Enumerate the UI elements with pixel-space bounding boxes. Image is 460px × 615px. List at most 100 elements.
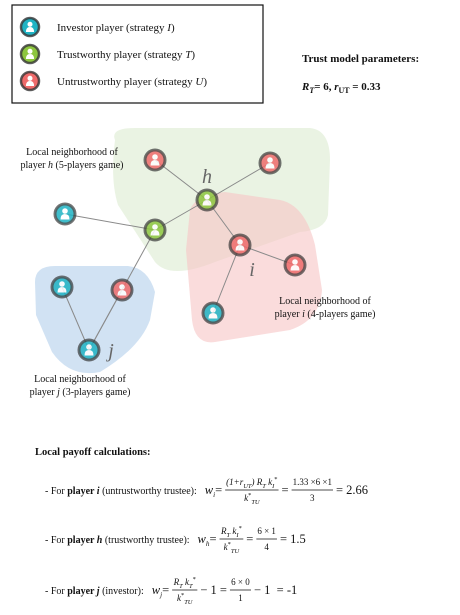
content: Investor player (strategy I) Trustworthy … [19, 16, 381, 606]
text-run: k [177, 593, 182, 603]
formula-text: wi= [205, 483, 222, 499]
text-run: 6 × 0 [231, 577, 250, 587]
text-run: player [67, 486, 97, 497]
edge [64, 213, 156, 231]
text-run: = [246, 532, 253, 546]
fraction-denominator: k*TU [244, 492, 261, 506]
fraction-numerator: RT kI* [220, 525, 242, 539]
player-icon [77, 338, 101, 362]
player-body [25, 81, 35, 86]
formula-text: - For player i (untrustworthy trustee): [45, 486, 202, 497]
text-run: w [205, 483, 214, 497]
text-run: = [215, 483, 222, 497]
player-body [150, 160, 160, 166]
text-run: player [67, 586, 97, 597]
text-run: (4-players game) [305, 309, 376, 320]
text-run: h [48, 160, 53, 171]
text-run: R [220, 526, 227, 536]
text-run: I [235, 532, 239, 539]
player-body [150, 230, 160, 236]
formula-text: = [282, 483, 289, 497]
fraction-numerator: RT kT* [173, 576, 196, 590]
text-run: Investor player (strategy [57, 22, 167, 34]
player-body [290, 265, 300, 271]
text-run: r [334, 81, 339, 93]
formula-text: wh= [198, 532, 217, 548]
text-run: (1+r [226, 477, 244, 487]
text-run: T [189, 583, 193, 590]
formula-text: = [246, 532, 253, 546]
text-run: k [224, 542, 229, 552]
player-body [84, 350, 94, 356]
player-head [292, 259, 298, 265]
legend-label: Investor player (strategy I) [57, 22, 175, 34]
formula-text: - For player j (investor): [45, 586, 149, 597]
text-run: * [274, 476, 277, 483]
legend-label: Untrustworthy player (strategy U) [57, 76, 207, 88]
text-run: i [213, 491, 215, 499]
text-run: ) [203, 76, 207, 88]
parameters-values: RT= 6, rUT = 0.33 [301, 81, 381, 95]
player-body [60, 214, 70, 220]
text-run: - For [45, 535, 67, 546]
text-run: Trustworthy player (strategy [57, 49, 185, 61]
text-run: 6 × 1 [257, 526, 276, 536]
player-head [267, 157, 273, 163]
player-icon [53, 202, 77, 226]
text-run: k [183, 577, 190, 587]
text-run: k [230, 526, 237, 536]
text-run: h [97, 535, 103, 546]
text-run: - For [45, 586, 67, 597]
text-run: T [179, 583, 183, 590]
player-head [27, 21, 33, 27]
formula-text: − 1 = -1 [254, 583, 297, 597]
text-run: T [309, 86, 315, 95]
text-run: = 6, [314, 81, 334, 93]
text-run: ) R [251, 477, 263, 487]
player-body [25, 27, 35, 32]
text-run: TU [231, 548, 241, 555]
text-run: (investor): [100, 586, 149, 597]
formula-text: = 1.5 [280, 532, 306, 546]
player-head [119, 284, 125, 290]
formula-text: = 2.66 [336, 483, 368, 497]
edge [212, 244, 241, 314]
formula-text: wj= [152, 583, 169, 599]
formula-text: − 1 = [200, 583, 227, 597]
neighborhood-label: Local neighborhood of [26, 147, 118, 158]
text-run: U [195, 76, 204, 88]
text-run: (3-players game) [60, 387, 131, 398]
player-body [117, 290, 127, 296]
player-icon [258, 151, 282, 175]
text-run: player [275, 309, 303, 320]
text-run: player [20, 160, 48, 171]
text-run: UT [339, 86, 351, 95]
player-icon [19, 43, 41, 65]
text-run: i [302, 309, 305, 320]
text-run: 4 [264, 542, 269, 552]
text-run: player [67, 535, 97, 546]
player-body [57, 287, 67, 293]
player-body [202, 200, 212, 206]
player-icon [228, 233, 252, 257]
node-label: i [249, 259, 255, 281]
text-run: * [239, 525, 242, 532]
player-icon [110, 278, 134, 302]
player-head [152, 224, 158, 230]
text-run: ) [191, 49, 195, 61]
fraction-numerator: (1+rUT) RT kI* [226, 476, 277, 490]
text-run: TU [251, 499, 261, 506]
text-run: Local neighborhood of [34, 374, 126, 385]
fraction-denominator: 4 [264, 542, 269, 552]
player-icon [143, 218, 167, 242]
player-head [62, 208, 68, 214]
player-icon [283, 253, 307, 277]
text-run: 1 [238, 593, 243, 603]
text-run: − 1 = -1 [254, 583, 297, 597]
text-run: T [227, 532, 231, 539]
text-run: = [209, 532, 216, 546]
text-run: * [193, 576, 196, 583]
node-label: h [202, 166, 212, 188]
text-run: j [159, 591, 162, 599]
player-body [25, 54, 35, 59]
